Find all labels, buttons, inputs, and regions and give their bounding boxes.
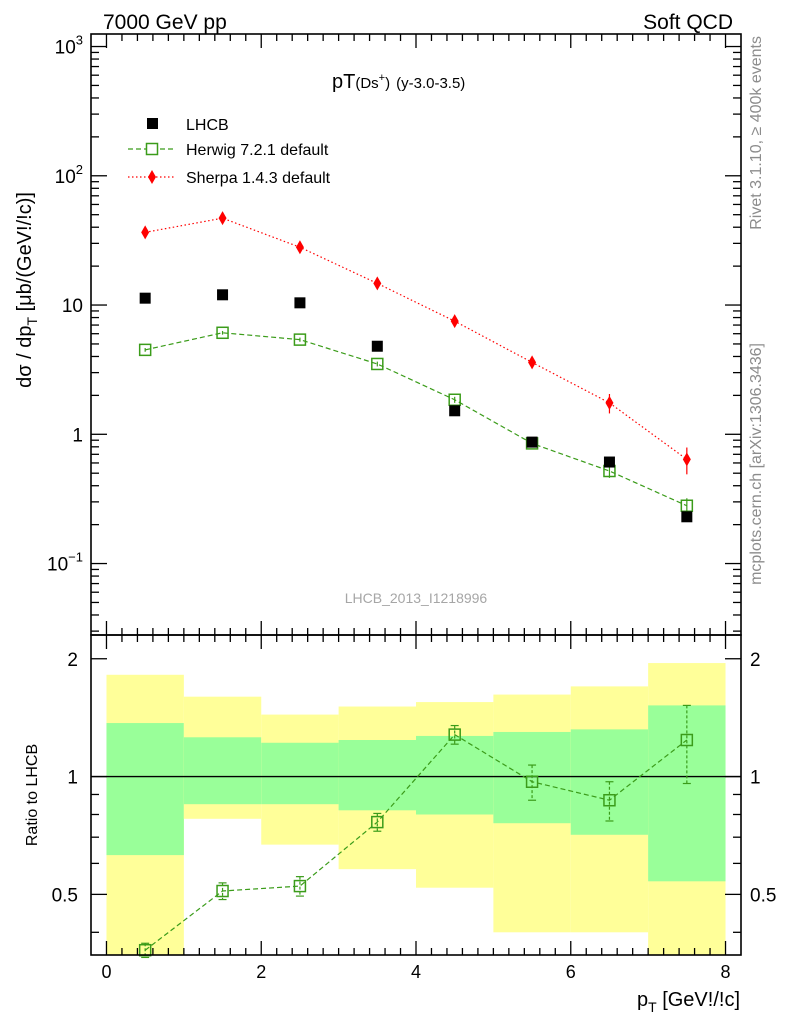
sherpa-point [218, 211, 227, 226]
x-tick-label: 8 [721, 962, 731, 982]
herwig-point [680, 499, 694, 512]
main-y-tick-label: 103 [55, 33, 83, 59]
ratio-y-tick-label-right: 0.5 [750, 885, 776, 906]
lhcb-point [603, 456, 615, 468]
herwig-point [293, 333, 307, 346]
header-left-label: 7000 GeV pp [103, 11, 227, 34]
legend-sherpa-marker [148, 170, 156, 184]
herwig-line [145, 332, 688, 507]
herwig-point [216, 326, 229, 340]
ratio-green-band-bin [261, 742, 339, 805]
ratio-bands [91, 663, 741, 955]
lhcb-point [449, 405, 461, 417]
sherpa-point [605, 395, 614, 410]
main-y-tick-label-base: 10 [55, 38, 76, 59]
ratio-green-band-bin [338, 740, 416, 811]
ratio-green-band-bin [106, 723, 184, 856]
lhcb-point [371, 340, 383, 352]
lhcb-point [294, 297, 306, 309]
main-y-axis-label: dσ / dpT [μb/(GeV!/!c)] [14, 192, 40, 388]
sherpa-line [145, 217, 688, 460]
ratio-y-tick-label-left: 2 [67, 650, 78, 671]
herwig-point [448, 393, 461, 407]
ratio-y-tick-label-left: 0.5 [52, 885, 78, 906]
title-range: (y-3.0-3.5) [396, 75, 465, 92]
sherpa-point [682, 452, 691, 467]
main-y-tick-label-base: 10 [47, 555, 68, 576]
main-y-tick-label: 10−1 [47, 550, 83, 576]
x-axis-label: pT [GeV!/!c] [637, 989, 740, 1015]
ratio-herwig-point [525, 775, 539, 788]
x-tick-label: 2 [256, 962, 266, 982]
herwig-point [371, 357, 384, 371]
legend-herwig-label: Herwig 7.2.1 default [186, 142, 329, 159]
sherpa-point [373, 276, 382, 291]
sherpa-point [295, 240, 304, 255]
title-close: ) [385, 75, 390, 92]
main-panel-data [138, 211, 694, 523]
main-y-tick-label-exponent: 3 [76, 33, 83, 48]
title-sup: + [379, 72, 385, 84]
sherpa-point [450, 314, 459, 329]
main-y-tick-label-base: 10 [62, 296, 83, 317]
ratio-herwig-point [293, 879, 307, 893]
main-y-tick-label-exponent: 2 [76, 162, 83, 177]
x-tick-label: 4 [411, 962, 421, 982]
ratio-y-tick-label-right: 2 [750, 650, 761, 671]
ratio-herwig-point [371, 815, 384, 829]
ratio-green-band-bin [183, 737, 262, 805]
title-main: pT [332, 71, 355, 93]
main-y-tick-label-exponent: −1 [68, 550, 83, 565]
ratio-herwig-point [680, 733, 694, 747]
herwig-point [138, 343, 152, 357]
plot-title: pT(Ds+) (y-3.0-3.5) [332, 71, 465, 93]
x-tick-label: 6 [566, 962, 576, 982]
main-y-tick-label: 1 [72, 425, 83, 446]
legend-lhcb-marker [147, 118, 158, 129]
legend-herwig-marker [145, 142, 159, 156]
x-tick-label: 0 [101, 962, 111, 982]
main-y-tick-label-base: 1 [72, 425, 83, 446]
lhcb-point [526, 436, 538, 448]
legend-lhcb-label: LHCB [186, 117, 229, 134]
lhcb-point [217, 289, 229, 301]
rivet-version-label: Rivet 3.1.10, ≥ 400k events [748, 36, 765, 230]
ratio-y-tick-label-right: 1 [750, 768, 761, 789]
ratio-y-axis-label: Ratio to LHCB [24, 744, 41, 846]
legend: LHCB Herwig 7.2.1 default Sherpa 1.4.3 d… [128, 117, 331, 187]
main-y-tick-label: 10 [62, 296, 83, 317]
sherpa-point [141, 225, 150, 240]
title-particle: (Ds [355, 75, 378, 92]
analysis-watermark: LHCB_2013_I1218996 [345, 590, 488, 606]
ratio-herwig-point [448, 728, 461, 741]
ratio-green-band-bin [416, 735, 494, 815]
sherpa-point [528, 355, 537, 370]
arxiv-reference-label: mcplots.cern.ch [arXiv:1306.3436] [748, 343, 765, 585]
ratio-panel-data [138, 704, 694, 959]
lhcb-point [681, 511, 693, 523]
ratio-y-tick-label-left: 1 [67, 768, 78, 789]
header-right-label: Soft QCD [643, 11, 733, 34]
ratio-herwig-point [603, 793, 616, 807]
main-y-tick-label: 102 [55, 162, 83, 188]
legend-sherpa-label: Sherpa 1.4.3 default [186, 170, 331, 187]
main-y-tick-label-base: 10 [55, 167, 76, 188]
ratio-herwig-point [216, 884, 229, 898]
lhcb-point [139, 292, 151, 304]
